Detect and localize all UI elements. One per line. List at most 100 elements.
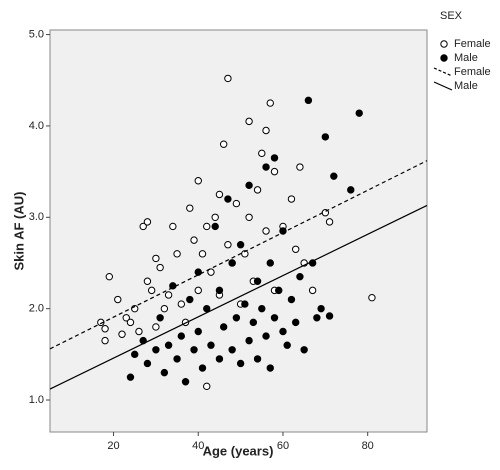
point bbox=[164, 341, 173, 349]
point bbox=[270, 154, 279, 162]
point bbox=[258, 149, 266, 158]
point bbox=[152, 346, 160, 354]
point bbox=[313, 314, 321, 322]
point bbox=[228, 346, 236, 354]
point bbox=[173, 250, 181, 258]
point bbox=[173, 355, 181, 363]
point bbox=[101, 336, 109, 345]
point bbox=[253, 277, 262, 285]
point bbox=[203, 304, 211, 313]
point bbox=[224, 241, 232, 249]
x-tick-label: 60 bbox=[277, 440, 289, 452]
point bbox=[135, 327, 143, 336]
point bbox=[355, 109, 363, 117]
point bbox=[275, 286, 283, 295]
legend-title: SEX bbox=[440, 10, 463, 22]
point bbox=[266, 364, 274, 372]
point bbox=[114, 295, 122, 304]
point bbox=[186, 295, 194, 304]
point bbox=[300, 346, 308, 354]
point bbox=[143, 277, 152, 285]
plot-area bbox=[49, 29, 428, 433]
point bbox=[245, 213, 253, 221]
point bbox=[368, 293, 376, 302]
point bbox=[325, 218, 334, 226]
x-tick-label: 40 bbox=[192, 440, 204, 452]
point bbox=[152, 323, 160, 331]
x-axis-title: Age (years) bbox=[203, 443, 274, 458]
point bbox=[156, 314, 164, 322]
point bbox=[198, 364, 207, 372]
point bbox=[262, 227, 270, 235]
point bbox=[236, 359, 245, 368]
point bbox=[143, 359, 152, 368]
point bbox=[152, 254, 160, 263]
point bbox=[215, 355, 224, 363]
point bbox=[101, 325, 109, 333]
point bbox=[330, 172, 338, 180]
point bbox=[160, 368, 169, 377]
point bbox=[219, 140, 228, 148]
fit-line bbox=[49, 160, 428, 350]
point bbox=[181, 378, 190, 386]
point bbox=[266, 259, 274, 267]
point bbox=[308, 286, 317, 295]
point bbox=[270, 314, 279, 322]
point bbox=[228, 259, 236, 267]
x-tick-label: 20 bbox=[107, 440, 119, 452]
point bbox=[270, 167, 279, 176]
point bbox=[296, 163, 304, 171]
point bbox=[215, 286, 224, 295]
point bbox=[194, 286, 202, 295]
point bbox=[105, 272, 114, 281]
y-tick-label: 3.0 bbox=[29, 211, 44, 223]
point bbox=[207, 268, 215, 276]
point bbox=[215, 190, 224, 199]
point bbox=[194, 268, 202, 276]
point bbox=[190, 236, 198, 244]
y-axis-title: Skin AF (AU) bbox=[11, 192, 26, 271]
point bbox=[143, 218, 152, 226]
y-tick-label: 1.0 bbox=[29, 394, 44, 406]
point bbox=[198, 250, 207, 258]
point bbox=[164, 291, 173, 299]
point bbox=[118, 330, 126, 338]
point bbox=[126, 373, 135, 381]
point bbox=[236, 241, 245, 249]
point bbox=[249, 318, 258, 327]
point bbox=[139, 222, 147, 231]
point bbox=[287, 195, 296, 203]
point bbox=[253, 186, 262, 194]
legend-label: Female bbox=[454, 66, 491, 78]
point bbox=[186, 204, 194, 212]
point bbox=[262, 163, 270, 171]
point bbox=[262, 332, 270, 340]
point bbox=[279, 327, 287, 336]
point bbox=[253, 355, 262, 363]
point bbox=[232, 314, 241, 322]
legend-line bbox=[433, 67, 453, 77]
legend-marker bbox=[440, 54, 448, 62]
point bbox=[291, 318, 300, 327]
point bbox=[177, 300, 186, 308]
point bbox=[219, 323, 228, 331]
legend-marker bbox=[440, 40, 448, 48]
y-tick-label: 2.0 bbox=[29, 303, 44, 315]
point bbox=[279, 227, 287, 235]
point bbox=[232, 199, 241, 208]
point bbox=[147, 286, 156, 295]
legend-label: Male bbox=[454, 80, 478, 92]
x-tick-label: 80 bbox=[362, 440, 374, 452]
point bbox=[126, 318, 135, 327]
point bbox=[262, 126, 270, 135]
point bbox=[224, 74, 232, 83]
point bbox=[203, 382, 211, 391]
point bbox=[245, 117, 253, 126]
fit-line bbox=[49, 204, 428, 390]
point bbox=[211, 222, 219, 231]
point bbox=[321, 133, 330, 141]
point bbox=[160, 304, 169, 313]
point bbox=[241, 300, 249, 308]
point bbox=[287, 295, 296, 304]
